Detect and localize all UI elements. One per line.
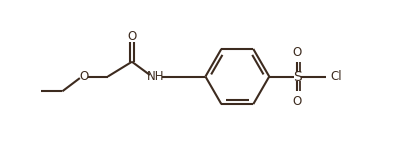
Text: NH: NH [147,70,165,83]
Text: O: O [293,95,302,108]
Text: O: O [293,46,302,59]
Text: O: O [79,70,88,83]
Text: Cl: Cl [330,70,342,83]
Text: S: S [293,70,301,84]
Text: O: O [127,30,137,43]
